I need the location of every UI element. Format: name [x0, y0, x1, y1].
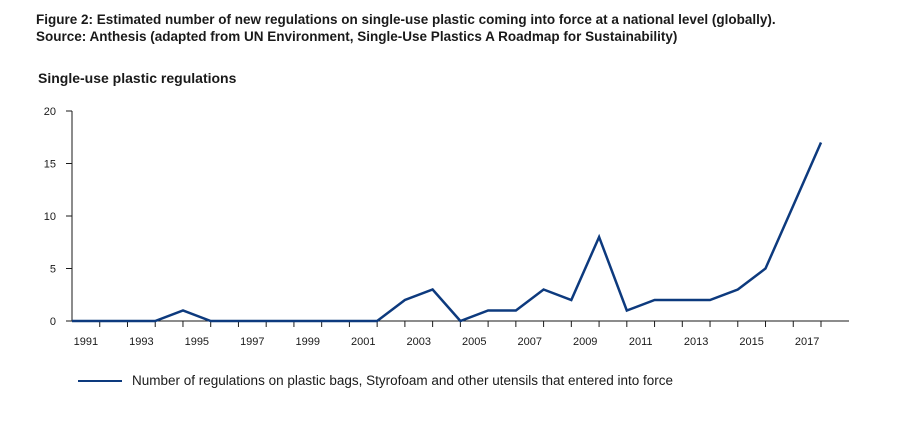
x-tick-label: 1995 [185, 336, 209, 348]
chart-title: Single-use plastic regulations [38, 70, 237, 86]
x-tick-label: 2017 [795, 336, 819, 348]
legend-label: Number of regulations on plastic bags, S… [132, 373, 674, 388]
x-tick-label: 2003 [407, 336, 431, 348]
y-tick-label: 5 [50, 264, 56, 276]
chart-axes [71, 111, 849, 322]
x-tick-label: 2009 [573, 336, 597, 348]
x-tick-label: 1993 [129, 336, 153, 348]
x-tick-label: 2001 [351, 336, 375, 348]
x-tick-label: 2011 [629, 336, 653, 348]
chart-series [72, 141, 823, 323]
x-tick-label: 1999 [296, 336, 320, 348]
x-tick-label: 1991 [74, 336, 98, 348]
x-tick-label: 2015 [739, 336, 763, 348]
y-tick-label: 0 [50, 316, 56, 328]
x-tick-label: 2013 [684, 336, 708, 348]
legend-swatch [78, 379, 122, 382]
figure-source: Source: Anthesis (adapted from UN Enviro… [36, 29, 678, 44]
chart-ticks: 0 5 10 15 20 1991 1993 1995 1997 1999 2001 2003 2005… [44, 106, 822, 348]
x-tick-label: 1997 [240, 336, 264, 348]
y-tick-label: 10 [44, 211, 56, 223]
x-tick-label: 2007 [517, 336, 541, 348]
y-tick-label: 15 [44, 159, 56, 171]
series-line [72, 141, 823, 323]
figure-caption: Figure 2: Estimated number of new regula… [36, 11, 886, 45]
y-tick-label: 20 [44, 106, 56, 118]
x-tick-label: 2005 [462, 336, 486, 348]
figure-title: Figure 2: Estimated number of new regula… [36, 12, 776, 27]
chart-legend: Number of regulations on plastic bags, S… [78, 373, 673, 388]
